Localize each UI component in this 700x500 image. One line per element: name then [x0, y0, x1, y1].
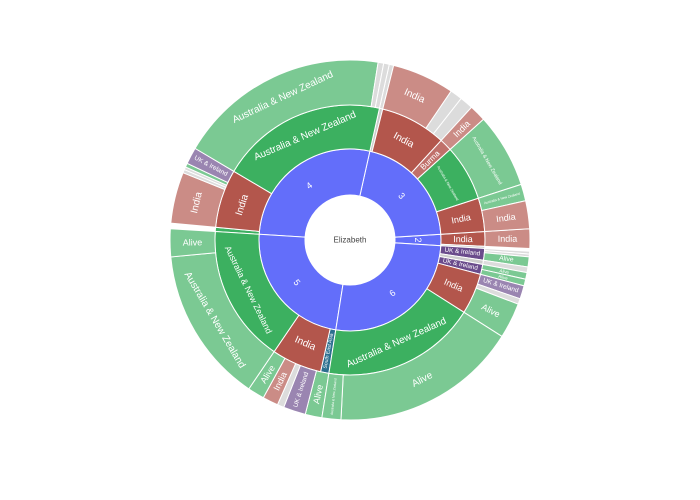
segment-3-alive[interactable] [169, 228, 217, 258]
segment-3-india[interactable] [484, 228, 531, 250]
segment-3-india[interactable] [481, 200, 531, 233]
segment-3-unlabeled[interactable] [374, 62, 390, 109]
segment-3-australia-new-zealand[interactable] [321, 372, 344, 421]
